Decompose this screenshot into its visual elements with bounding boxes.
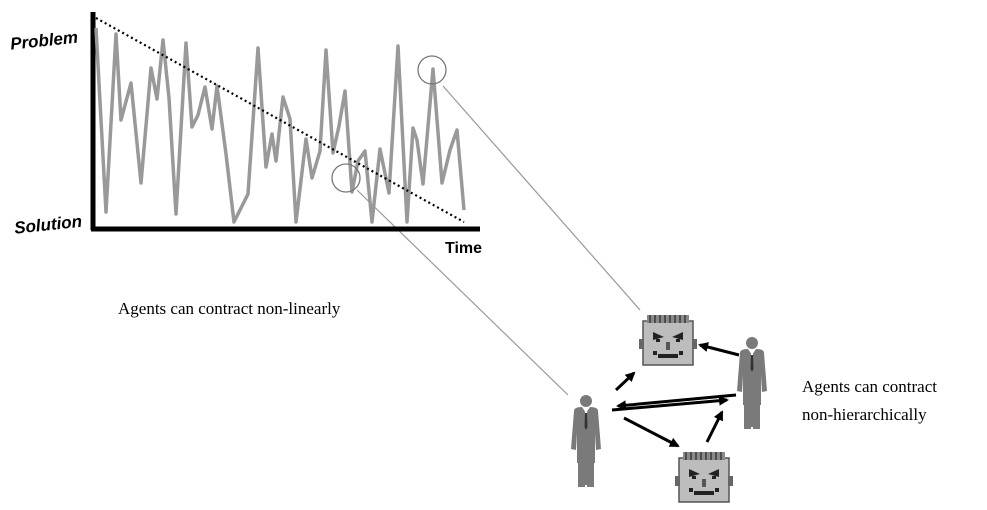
caption-nonhierarchical-line1: Agents can contract bbox=[802, 377, 937, 396]
y-label-solution: Solution bbox=[13, 212, 83, 238]
trend-line bbox=[95, 17, 465, 223]
y-label-problem: Problem bbox=[9, 28, 79, 54]
signal-line bbox=[94, 27, 466, 224]
arrow-person-to-robot bbox=[698, 342, 740, 357]
arrow-person-to-robot-bottom bbox=[623, 416, 680, 448]
highlight-circle-dip bbox=[331, 163, 361, 193]
businessman-icon bbox=[571, 395, 601, 487]
zoom-line-person bbox=[356, 189, 569, 396]
businessman-icon bbox=[737, 337, 767, 429]
arrow-person-to-person bbox=[616, 393, 737, 411]
caption-nonlinear: Agents can contract non-linearly bbox=[118, 299, 341, 318]
robot-face-icon bbox=[674, 451, 734, 503]
arrow-robot-to-person bbox=[705, 410, 724, 443]
caption-nonhierarchical-line2: non-hierarchically bbox=[802, 405, 927, 424]
x-label-time: Time bbox=[445, 240, 482, 257]
arrow-person-to-robot-small bbox=[614, 371, 636, 392]
arrow-person-to-person-return bbox=[611, 395, 729, 412]
zoom-line-robot bbox=[442, 85, 641, 311]
robot-face-icon bbox=[638, 314, 698, 366]
highlight-circle-peak bbox=[417, 55, 447, 85]
